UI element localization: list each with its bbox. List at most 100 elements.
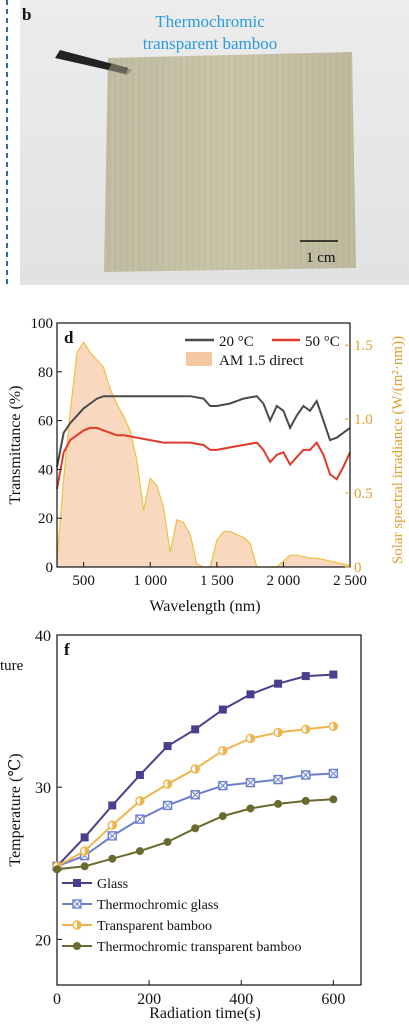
- y-axis-label-f: Temperature (℃): [7, 753, 24, 866]
- point-glass: [329, 670, 338, 679]
- point-glass: [301, 672, 310, 681]
- x-tick-label-d: 2 500: [333, 573, 367, 589]
- point-transparent-bamboo-fill: [333, 722, 338, 731]
- point-thermochromic-transparent-bamboo: [108, 854, 117, 863]
- point-transparent-bamboo-fill: [195, 764, 200, 773]
- x-tick-label-f: 600: [321, 991, 345, 1008]
- x-axis-label-d: Wavelength (nm): [149, 598, 260, 615]
- temperature-chart: 0 200 400 600 20 30 40 f ture Glass Thermochrom…: [0, 628, 362, 1022]
- legend-label-glass: Glass: [97, 877, 128, 892]
- legend-swatch-am15: [186, 352, 212, 366]
- y-tick-label-d: 80: [38, 365, 53, 381]
- legend-marker-glass: [73, 879, 81, 887]
- y-tick-label-d: 60: [38, 414, 53, 430]
- point-glass: [191, 725, 200, 734]
- tweezers-tip: [108, 63, 132, 75]
- axes-f: 0 200 400 600 20 30 40: [35, 628, 345, 1008]
- x-tick-label-d: 500: [72, 573, 95, 589]
- point-thermochromic-glass-cross: [107, 831, 117, 841]
- y2-tick-label-d: 0.5: [354, 486, 373, 502]
- point-glass: [135, 771, 144, 779]
- y-tick-label-d: 0: [46, 560, 54, 576]
- point-thermochromic-transparent-bamboo: [246, 804, 255, 813]
- point-glass: [163, 742, 172, 751]
- x-tick-label-d: 1 000: [133, 573, 167, 589]
- y2-tick-label-d: 1.5: [354, 338, 373, 354]
- legend-label-am15: AM 1.5 direct: [219, 353, 304, 369]
- point-thermochromic-glass-cross: [273, 775, 283, 784]
- point-glass: [218, 705, 227, 714]
- y2-tick-label-d: 1.0: [354, 412, 373, 428]
- point-transparent-bamboo-fill: [278, 728, 283, 737]
- y-tick-label-f: 20: [35, 932, 51, 949]
- legend-label-20c: 20 °C: [219, 334, 254, 350]
- series-line-20c: [56, 395, 351, 468]
- x-tick-label-f: 200: [137, 991, 161, 1008]
- photo-panel-b: 1 cm b Thermochromic transparent bamboo: [0, 0, 409, 285]
- y2-axis-label-d: Solar spectral irradiance (W/(m²·nm)): [390, 336, 406, 564]
- point-glass: [80, 833, 89, 842]
- panel-letter-b: b: [22, 5, 31, 24]
- series-line-thermochromic-transparent-bamboo: [56, 798, 334, 871]
- panel-letter-d: d: [64, 328, 74, 347]
- plot-frame-d: [56, 322, 351, 568]
- point-transparent-bamboo-fill: [167, 780, 172, 789]
- bamboo-grain: [104, 52, 356, 272]
- legend-d: 20 °C 50 °C AM 1.5 direct: [185, 334, 340, 369]
- x-tick-label-f: 400: [229, 991, 253, 1008]
- series-am15-area: [57, 342, 350, 567]
- panel-letter-f: f: [64, 640, 70, 659]
- y-tick-label-d: 100: [31, 316, 54, 332]
- point-glass: [108, 801, 117, 810]
- legend-label-transparent-bamboo: Transparent bamboo: [97, 919, 212, 934]
- y-tick-label-f: 30: [35, 780, 51, 797]
- plot-frame-f: [56, 634, 362, 986]
- irradiance-area-layer: [56, 341, 351, 568]
- point-thermochromic-transparent-bamboo: [274, 799, 283, 808]
- y-tick-label-d: 20: [38, 511, 53, 527]
- legend-marker-thermochromic-glass-cross: [72, 899, 82, 909]
- legend-marker-transparent-bamboo-fill: [77, 921, 81, 929]
- x-tick-label-d: 1 500: [200, 573, 234, 589]
- legend-label-50c: 50 °C: [305, 334, 340, 350]
- point-thermochromic-glass-cross: [329, 769, 338, 778]
- y2-tick-label-d: 0: [354, 560, 362, 576]
- point-thermochromic-glass-cross: [190, 790, 200, 800]
- point-transparent-bamboo-fill: [84, 847, 89, 856]
- x-tick-label-f: 0: [53, 991, 61, 1008]
- point-thermochromic-transparent-bamboo: [53, 865, 61, 874]
- legend-marker-thermochromic-transparent-bamboo: [73, 942, 81, 950]
- point-transparent-bamboo-fill: [112, 821, 117, 830]
- chart-panel-d: 500 1 000 1 500 2 000 2 500 0 20 40 60 80 100 0 0.5 1…: [0, 305, 409, 630]
- transmittance-lines-layer: [56, 395, 351, 490]
- point-glass: [274, 679, 283, 688]
- point-glass: [246, 690, 255, 699]
- temperature-lines-layer: [52, 670, 339, 874]
- photo-svg: 1 cm b Thermochromic transparent bamboo: [6, 0, 409, 285]
- point-thermochromic-transparent-bamboo: [191, 824, 200, 833]
- point-thermochromic-glass-cross: [163, 801, 172, 810]
- point-thermochromic-transparent-bamboo: [80, 862, 89, 871]
- x-axis-label-f: Radiation time(s): [149, 1005, 261, 1022]
- photo-title-line2: transparent bamboo: [143, 34, 278, 53]
- point-transparent-bamboo-fill: [222, 746, 227, 755]
- clipped-axis-label-fragment: ture: [0, 658, 24, 674]
- y-tick-label-f: 40: [35, 628, 51, 645]
- series-line-50c: [56, 426, 351, 490]
- point-thermochromic-transparent-bamboo: [218, 812, 227, 821]
- transmittance-chart: 500 1 000 1 500 2 000 2 50002040608010000.51…: [7, 316, 406, 615]
- legend-f: Glass Thermochromic glass Transparent bamb…: [62, 877, 301, 955]
- point-transparent-bamboo-fill: [250, 734, 255, 743]
- legend-label-thermochromic-transparent-bamboo: Thermochromic transparent bamboo: [97, 940, 301, 955]
- photo-title-line1: Thermochromic: [155, 12, 265, 31]
- point-thermochromic-glass-cross: [135, 814, 145, 824]
- point-thermochromic-glass-cross: [301, 770, 311, 780]
- legend-label-thermochromic-glass: Thermochromic glass: [97, 898, 219, 913]
- point-thermochromic-transparent-bamboo: [301, 796, 310, 805]
- point-thermochromic-glass-cross: [246, 778, 255, 787]
- point-thermochromic-transparent-bamboo: [135, 847, 144, 856]
- point-thermochromic-transparent-bamboo: [163, 837, 172, 846]
- scale-bar-label: 1 cm: [306, 250, 336, 266]
- x-tick-label-d: 2 000: [267, 573, 301, 589]
- point-transparent-bamboo-fill: [139, 796, 144, 805]
